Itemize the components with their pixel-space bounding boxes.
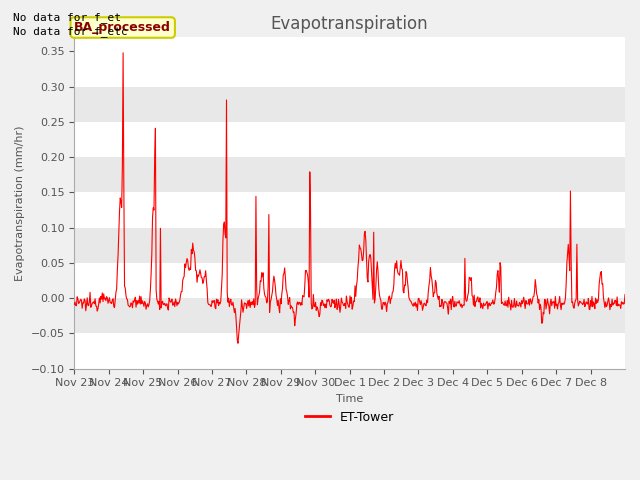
Title: Evapotranspiration: Evapotranspiration	[271, 15, 428, 33]
Bar	[74, 298, 625, 333]
Bar	[74, 228, 625, 263]
Text: No data for f_etc: No data for f_etc	[13, 26, 127, 37]
Bar	[74, 263, 625, 298]
Bar	[74, 157, 625, 192]
Bar	[74, 333, 625, 369]
Y-axis label: Evapotranspiration (mm/hr): Evapotranspiration (mm/hr)	[15, 125, 25, 281]
Bar	[74, 122, 625, 157]
Text: BA_processed: BA_processed	[74, 21, 171, 34]
Bar	[74, 87, 625, 122]
X-axis label: Time: Time	[336, 394, 364, 404]
Bar	[74, 192, 625, 228]
Text: No data for f_et: No data for f_et	[13, 12, 121, 23]
Legend: ET-Tower: ET-Tower	[300, 406, 399, 429]
Bar	[74, 51, 625, 87]
